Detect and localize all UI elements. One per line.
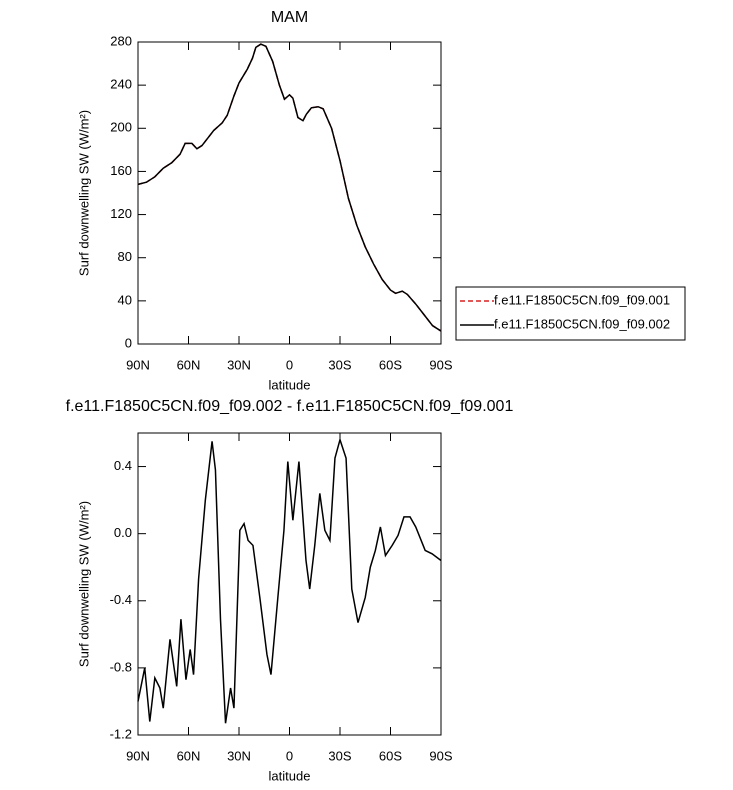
x-tick-label: 30N: [227, 748, 251, 763]
y-tick-label: 40: [118, 292, 132, 307]
x-tick-label: 90S: [429, 357, 452, 372]
legend-box: [455, 286, 686, 341]
y-tick-label: 0: [125, 335, 132, 350]
x-axis-label: latitude: [269, 768, 311, 783]
data-line: [137, 437, 442, 724]
data-line: [137, 43, 442, 332]
chart-title: MAM: [271, 9, 308, 26]
x-tick-label: 60S: [379, 357, 402, 372]
legend-label: f.e11.F1850C5CN.f09_f09.001: [494, 292, 670, 307]
y-tick-label: 0.0: [114, 525, 132, 540]
x-tick-label: 60N: [177, 357, 201, 372]
y-tick-label: 120: [110, 206, 132, 221]
x-tick-label: 60S: [379, 748, 402, 763]
y-tick-label: -0.8: [110, 659, 132, 674]
x-tick-label: 90N: [126, 748, 150, 763]
y-tick-label: 280: [110, 33, 132, 48]
y-tick-label: 200: [110, 120, 132, 135]
legend-label: f.e11.F1850C5CN.f09_f09.002: [494, 316, 670, 331]
x-axis-label: latitude: [269, 377, 311, 392]
x-tick-label: 30S: [328, 357, 351, 372]
y-tick-label: 160: [110, 163, 132, 178]
y-tick-label: 80: [118, 249, 132, 264]
x-tick-label: 90S: [429, 748, 452, 763]
chart-title: f.e11.F1850C5CN.f09_f09.002 - f.e11.F185…: [66, 398, 514, 415]
y-tick-label: -0.4: [110, 592, 132, 607]
x-tick-label: 30N: [227, 357, 251, 372]
data-line: [137, 43, 442, 332]
y-axis-label: Surf downwelling SW (W/m²): [76, 110, 91, 276]
x-tick-label: 60N: [177, 748, 201, 763]
x-tick-label: 0: [286, 357, 293, 372]
x-tick-label: 30S: [328, 748, 351, 763]
x-tick-label: 90N: [126, 357, 150, 372]
y-tick-label: 0.4: [114, 458, 132, 473]
plot-frame: [137, 41, 442, 345]
x-tick-label: 0: [286, 748, 293, 763]
y-tick-label: -1.2: [110, 726, 132, 741]
y-tick-label: 240: [110, 77, 132, 92]
y-axis-label: Surf downwelling SW (W/m²): [76, 501, 91, 667]
